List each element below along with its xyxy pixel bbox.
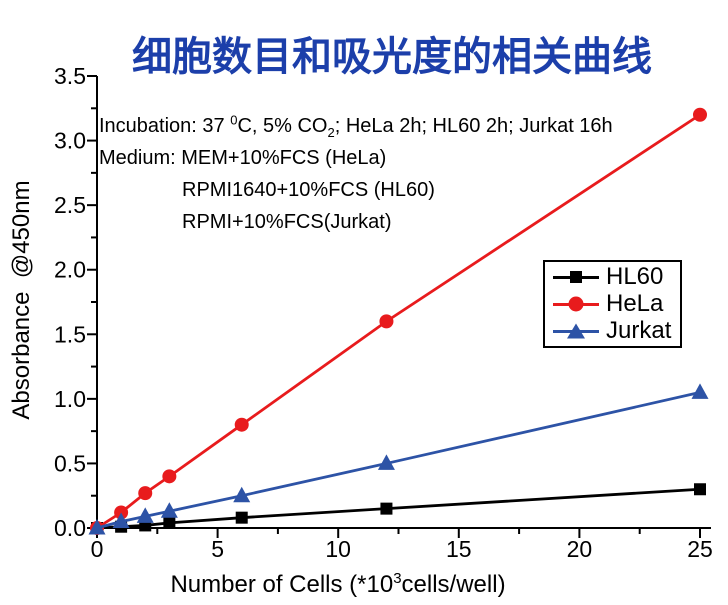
annotation-medium-hl60: RPMI1640+10%FCS (HL60)	[182, 179, 435, 201]
circle-marker-icon	[568, 296, 584, 312]
y-tick-label: 1.0	[54, 386, 86, 412]
annotation-block: Incubation: 37 0C, 5% CO2; HeLa 2h; HL60…	[99, 110, 613, 238]
square-marker-icon	[163, 516, 176, 529]
triangle-marker-icon	[88, 519, 106, 535]
x-axis-label: Number of Cells (*103cells/well)	[170, 570, 506, 598]
square-marker-icon	[570, 271, 582, 284]
legend-label-hela: HeLa	[606, 289, 664, 317]
circle-marker-icon	[138, 486, 153, 501]
chart-title: 细胞数目和吸光度的相关曲线	[132, 34, 652, 79]
x-tick-label: 10	[325, 536, 351, 562]
y-tick-label: 2.0	[54, 257, 86, 283]
y-tick-label: 3.5	[54, 63, 86, 89]
circle-marker-icon	[379, 314, 394, 329]
legend-item-hl60: HL60	[545, 263, 680, 291]
y-tick-label: 0.5	[54, 450, 86, 476]
x-tick-label: 5	[211, 536, 224, 562]
x-tick-label: 0	[91, 536, 104, 562]
triangle-marker-icon	[233, 486, 251, 503]
x-tick-label: 25	[687, 536, 713, 562]
square-marker-icon	[235, 511, 248, 524]
circle-marker-icon	[234, 417, 249, 432]
triangle-marker-icon	[136, 507, 154, 523]
subscript-co2: 2	[327, 125, 335, 140]
superscript-degree: 0	[230, 112, 238, 128]
circle-marker-icon	[693, 107, 707, 122]
square-marker-icon	[694, 483, 706, 496]
y-tick-label: 0.0	[54, 515, 86, 541]
triangle-marker-icon	[377, 454, 395, 470]
legend-item-hela: HeLa	[545, 289, 680, 317]
superscript-3: 3	[393, 570, 402, 587]
legend-label-jurkat: Jurkat	[606, 316, 672, 344]
y-axis-label: Absorbance @450nm	[8, 180, 35, 420]
legend-item-jurkat: Jurkat	[545, 316, 680, 344]
hl60-line-sample	[553, 268, 599, 286]
y-tick-label: 1.5	[54, 321, 86, 347]
legend-label-hl60: HL60	[606, 263, 664, 291]
hela-line-sample	[553, 295, 599, 313]
triangle-marker-icon	[691, 383, 709, 399]
y-tick-label: 3.0	[54, 128, 86, 154]
y-tick-label: 2.5	[54, 192, 86, 218]
triangle-marker-icon	[112, 512, 130, 529]
x-tick-label: 20	[567, 536, 593, 562]
jurkat-line-sample	[553, 322, 599, 340]
square-marker-icon	[380, 502, 393, 515]
triangle-marker-icon	[160, 502, 178, 518]
annotation-medium: Medium: MEM+10%FCS (HeLa)	[99, 147, 387, 169]
circle-marker-icon	[114, 505, 129, 520]
legend: HL60 HeLa Jurkat	[543, 260, 682, 348]
triangle-marker-icon	[567, 323, 585, 339]
x-tick-label: 15	[446, 536, 472, 562]
annotation-incubation: Incubation: 37 0C, 5% CO2; HeLa 2h; HL60…	[99, 112, 613, 140]
circle-marker-icon	[162, 469, 177, 484]
annotation-medium-jurkat: RPMI+10%FCS(Jurkat)	[182, 211, 392, 233]
